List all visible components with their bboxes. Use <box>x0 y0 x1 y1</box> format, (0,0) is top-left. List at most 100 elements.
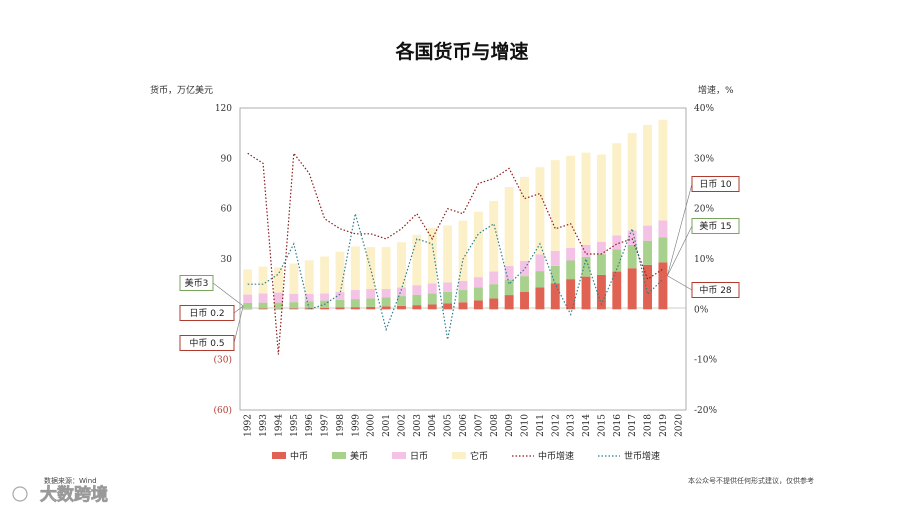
bar-segment <box>458 220 468 281</box>
x-tick-label: 1997 <box>321 414 331 437</box>
bar-segment <box>489 271 499 285</box>
bar-segment <box>643 264 653 310</box>
bar-segment <box>550 250 560 266</box>
bar-segment <box>535 254 545 272</box>
x-tick-label: 2013 <box>567 414 577 437</box>
bar-segment <box>458 290 468 303</box>
line-series <box>247 151 664 355</box>
bar-segment <box>658 119 668 221</box>
callout-leader <box>667 183 693 276</box>
source-note: 数据来源：Wind <box>44 476 97 485</box>
left-tick-label: 60 <box>221 205 233 215</box>
right-tick-label: 40% <box>694 104 714 114</box>
legend-swatch <box>332 452 346 459</box>
bar-segment <box>489 200 499 272</box>
bar-segment <box>304 293 314 302</box>
bar-segment <box>412 294 422 306</box>
bar-segment <box>443 225 453 283</box>
bar-segment <box>350 246 360 291</box>
bar-segment <box>658 237 668 263</box>
bar-segment <box>397 242 406 288</box>
bar-segment <box>520 176 529 261</box>
bar-segment <box>643 225 653 241</box>
bar-segment <box>258 293 268 303</box>
bar-segment <box>289 263 299 294</box>
legend-swatch <box>392 452 406 459</box>
bar-segment <box>627 230 637 245</box>
x-tick-label: 2005 <box>444 414 454 437</box>
bar-segment <box>350 307 360 310</box>
bar-segment <box>397 287 406 297</box>
disclaimer-note: 本公众号不提供任何形式建议，仅供参考 <box>688 476 814 485</box>
callout-label: 中币 28 <box>699 284 732 296</box>
bar-segment <box>443 291 453 304</box>
callout-label: 中币 0.5 <box>189 337 224 349</box>
bar-segment <box>443 282 453 292</box>
bar-segment <box>643 240 653 265</box>
bar-segment <box>381 306 391 310</box>
callout-box <box>179 275 214 291</box>
bar-segment <box>504 279 514 296</box>
chart-title: 各国货币与增速 <box>394 40 528 63</box>
bar-segment <box>612 271 622 310</box>
x-tick-label: 2012 <box>551 414 561 437</box>
bar-segment <box>289 308 299 310</box>
bar-segment <box>443 303 453 310</box>
x-tick-label: 2014 <box>582 414 592 437</box>
callout-leader <box>667 225 693 276</box>
watermark: 大数跨境 <box>12 484 108 505</box>
bar-segment <box>520 291 529 310</box>
bar-segment <box>366 247 376 290</box>
bar-segment <box>243 294 253 303</box>
x-tick-label: 2017 <box>628 414 638 437</box>
bar-segment <box>289 302 299 309</box>
right-tick-label: -10% <box>694 356 717 366</box>
bar-segment <box>596 274 606 310</box>
bar-segment <box>473 277 483 288</box>
bar-segment <box>320 293 330 301</box>
bar-segment <box>581 276 591 310</box>
bar-segment <box>427 304 437 310</box>
bar-segment <box>581 152 591 245</box>
bar-segment <box>612 143 622 236</box>
bar-segment <box>381 247 391 290</box>
bar-segment <box>320 256 330 294</box>
bar-segment <box>612 249 622 272</box>
left-tick-label: (60) <box>214 405 232 416</box>
right-axis-label: 增速，% <box>698 84 734 96</box>
bar-segment <box>243 269 253 295</box>
bar-segment <box>381 289 391 298</box>
bar-segment <box>458 280 468 291</box>
bar-segment <box>381 297 391 307</box>
bar-segment <box>550 160 560 251</box>
callout-leader <box>667 275 693 291</box>
bar-segment <box>273 302 283 309</box>
bar-segment <box>566 155 576 248</box>
bar-segment <box>366 306 376 310</box>
bar-segment <box>658 220 668 238</box>
bar-segment <box>473 287 483 301</box>
bar-segment <box>627 244 637 269</box>
bar-segment <box>427 293 437 305</box>
bar-segment <box>566 260 576 280</box>
bar-segment <box>489 298 499 310</box>
bar-segment <box>566 247 576 261</box>
bar-segment <box>273 308 283 310</box>
bar-segment <box>504 187 514 266</box>
bar-segment <box>273 292 283 303</box>
right-tick-label: 20% <box>694 205 714 215</box>
callouts: 日币 10 美币 15 中币 28 美币3 日币 0.2 中币 0.5 <box>179 176 740 351</box>
bar-segment <box>320 307 330 310</box>
x-tick-label: 1993 <box>259 414 269 437</box>
bar-segment <box>504 265 514 280</box>
bar-segment <box>335 251 345 293</box>
x-tick-label: 2003 <box>413 414 423 437</box>
left-tick-label: 30 <box>221 255 233 265</box>
x-tick-label: 2018 <box>644 414 654 437</box>
bar-segment <box>596 254 606 275</box>
bar-segment <box>520 260 529 277</box>
bar-segment <box>458 302 468 310</box>
callout-label: 美币 15 <box>699 220 731 232</box>
bar-segment <box>350 299 360 308</box>
right-tick-label: 10% <box>694 255 714 265</box>
